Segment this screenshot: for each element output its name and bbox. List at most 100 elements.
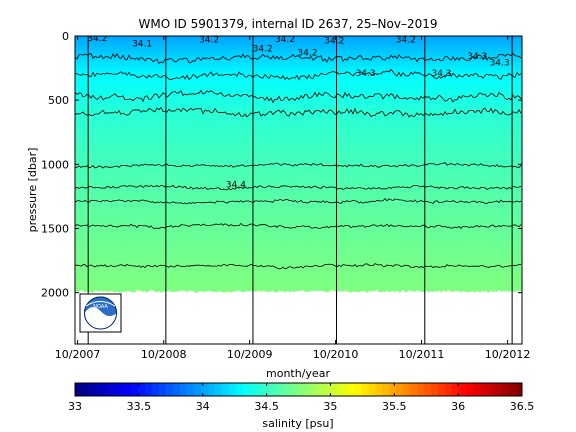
contour-layer — [75, 52, 522, 270]
colorbar-swatch — [291, 383, 299, 396]
colorbar-swatch — [326, 383, 334, 396]
colorbar-swatch — [312, 383, 320, 396]
contour-label: 34.2 — [275, 35, 295, 45]
colorbar-frame — [74, 382, 523, 397]
x-tick-label: 10/2009 — [227, 348, 273, 361]
colorbar-swatch — [340, 383, 348, 396]
colorbar-tick-label: 35.5 — [382, 400, 407, 413]
x-tick-label: 10/2011 — [399, 348, 445, 361]
colorbar-ticks: 33 33.5 34 34.5 35 35.5 36 36.5 — [68, 383, 534, 413]
colorbar-swatch — [75, 383, 83, 396]
colorbar-swatch — [179, 383, 188, 396]
colorbar-swatch — [298, 383, 306, 396]
colorbar-swatch — [487, 383, 495, 396]
contour-label: 34.3 — [490, 59, 510, 69]
noaa-logo-icon: NOAA — [79, 293, 122, 333]
colorbar-swatch — [515, 383, 523, 396]
colorbar-swatch — [375, 383, 383, 396]
y-axis: 0 500 1000 1500 2000 — [41, 30, 522, 300]
colorbar-swatch — [123, 383, 132, 396]
y-tick-label: 1500 — [41, 223, 69, 236]
colorbar-swatch — [305, 383, 313, 396]
colorbar-swatch — [403, 383, 411, 396]
colorbar-swatch — [494, 383, 502, 396]
svg-text:NOAA: NOAA — [93, 304, 108, 310]
contour-line — [75, 52, 522, 64]
contour-line — [75, 263, 522, 270]
colorbar: 33 33.5 34 34.5 35 35.5 36 36.5 — [68, 382, 534, 413]
colorbar-swatch — [445, 383, 453, 396]
contour-label: 34.2 — [199, 35, 219, 45]
contour-line — [75, 68, 522, 81]
x-tick-label: 10/2012 — [485, 348, 531, 361]
colorbar-swatch — [368, 383, 376, 396]
colorbar-tick-label: 35 — [323, 400, 337, 413]
x-axis-label: month/year — [266, 367, 330, 380]
chart-title: WMO ID 5901379, internal ID 2637, 25–Nov… — [139, 17, 438, 31]
colorbar-swatch — [417, 383, 425, 396]
colorbar-swatch — [431, 383, 439, 396]
colorbar-swatch — [165, 383, 174, 396]
colorbar-swatch — [137, 383, 146, 396]
contour-line — [75, 89, 522, 104]
contour-label-layer: 34.2 34.2 34.2 34.234.3 34.334.334.334.434.2… — [87, 34, 510, 190]
colorbar-swatch — [473, 383, 481, 396]
x-tick-label: 10/2008 — [141, 348, 187, 361]
colorbar-swatch — [508, 383, 516, 396]
colorbar-swatch — [354, 383, 362, 396]
contour-label: 34.3 — [431, 69, 451, 79]
colorbar-swatch — [410, 383, 418, 396]
colorbar-swatch — [361, 383, 369, 396]
x-axis: 10/2007 10/2008 10/2009 10/2010 10/2011 10/20… — [55, 36, 531, 361]
plot-area: 34.2 34.2 34.2 34.234.3 34.334.334.334.434.2… — [75, 34, 522, 344]
contour-label: 34.3 — [356, 69, 376, 79]
colorbar-swatch — [116, 383, 125, 396]
colorbar-swatch — [459, 383, 467, 396]
contour-line — [75, 197, 522, 205]
contour-label: 34.2 — [87, 34, 107, 44]
colorbar-swatch — [263, 383, 271, 396]
contour-line — [75, 222, 522, 229]
colorbar-swatch — [95, 383, 104, 396]
contour-line — [75, 184, 522, 191]
colorbar-swatch — [480, 383, 488, 396]
colorbar-swatch — [172, 383, 181, 396]
contour-label: 34.2 — [297, 48, 317, 58]
contour-label: 34.2 — [324, 37, 344, 47]
colorbar-swatch — [186, 383, 195, 396]
colorbar-swatch — [214, 383, 223, 396]
colorbar-swatch — [284, 383, 292, 396]
colorbar-swatch — [396, 383, 404, 396]
colorbar-swatch — [221, 383, 230, 396]
contour-label: 34.2 — [396, 35, 416, 45]
plot-frame — [74, 35, 523, 345]
colorbar-swatch — [319, 383, 327, 396]
colorbar-swatch — [109, 383, 118, 396]
colorbar-swatch — [466, 383, 474, 396]
y-tick-label: 0 — [62, 30, 69, 43]
contour-label: 34.1 — [132, 39, 152, 49]
contour-label: 34.4 — [226, 180, 246, 190]
colorbar-tick-label: 33.5 — [127, 400, 152, 413]
colorbar-tick-label: 34 — [196, 400, 210, 413]
colorbar-swatch — [193, 383, 202, 396]
colorbar-swatch — [277, 383, 285, 396]
colorbar-tick-label: 36.5 — [510, 400, 535, 413]
x-tick-label: 10/2007 — [55, 348, 101, 361]
contour-line — [75, 161, 522, 169]
colorbar-tick-label: 33 — [68, 400, 82, 413]
colorbar-swatch — [130, 383, 139, 396]
colorbar-swatch — [249, 383, 257, 396]
colorbar-swatch — [158, 383, 167, 396]
colorbar-scale — [75, 383, 523, 396]
x-tick-label: 10/2010 — [313, 348, 359, 361]
colorbar-swatch — [151, 383, 160, 396]
colorbar-swatch — [207, 383, 216, 396]
contour-line — [75, 106, 522, 118]
y-tick-label: 2000 — [41, 287, 69, 300]
vertical-marker-layer — [87, 36, 513, 344]
colorbar-swatch — [235, 383, 244, 396]
colorbar-swatch — [389, 383, 397, 396]
colorbar-swatch — [81, 383, 90, 396]
